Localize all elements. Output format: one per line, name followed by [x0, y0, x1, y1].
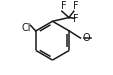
Text: F: F — [61, 1, 66, 11]
Text: Cl: Cl — [21, 23, 31, 33]
Text: F: F — [73, 14, 78, 24]
Text: F: F — [73, 1, 78, 11]
Text: O: O — [82, 33, 90, 43]
